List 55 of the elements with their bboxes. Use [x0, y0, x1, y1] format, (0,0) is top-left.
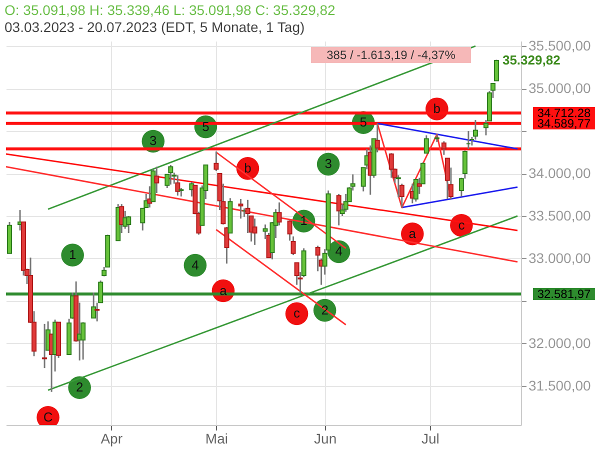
x-tick-label: Jul — [421, 430, 440, 446]
candlestick — [444, 157, 450, 200]
annotation: 35.329,82 — [502, 52, 560, 68]
candlestick — [416, 177, 422, 195]
candlestick — [42, 323, 48, 369]
candlestick — [154, 166, 160, 194]
y-tick-label: 34.000,00 — [528, 165, 591, 182]
candlestick — [168, 164, 174, 186]
annotation: b — [433, 100, 441, 116]
y-tick-label: 33.500,00 — [528, 208, 591, 224]
annotation: b — [244, 160, 252, 176]
candlestick — [472, 119, 478, 140]
x-tick-label: Mai — [205, 430, 228, 446]
y-tick-label: 35.000,00 — [528, 80, 591, 96]
candlestick — [245, 199, 250, 234]
candlestick — [287, 220, 292, 242]
candlestick — [94, 302, 100, 322]
candlestick — [413, 178, 418, 202]
annotation: 2 — [76, 380, 84, 395]
x-tick-label: Jun — [314, 430, 337, 446]
candlestick — [374, 122, 380, 154]
candlestick — [252, 218, 258, 246]
candlestick — [424, 134, 429, 154]
annotation: c — [458, 217, 466, 232]
candlestick — [91, 292, 96, 319]
candlestick — [238, 198, 244, 220]
annotation: 1 — [68, 247, 76, 262]
ref-line-label: 32.581,97 — [537, 287, 592, 301]
annotation: c — [294, 306, 301, 321]
candlestick — [214, 150, 219, 172]
candlestick — [315, 244, 320, 272]
annotation: 3 — [150, 133, 157, 148]
point — [285, 302, 308, 326]
candlestick — [276, 202, 282, 226]
x-tick-label: Apr — [100, 430, 123, 446]
y-tick-label: 33.000,00 — [528, 250, 591, 266]
y-tick-label: 32.000,00 — [528, 334, 591, 351]
annotation: 4 — [335, 244, 342, 259]
annotation: C — [43, 409, 53, 424]
y-tick-label: 31.500,00 — [528, 377, 591, 394]
candlestick — [224, 226, 230, 264]
chart-subtitle: 03.03.2023 - 20.07.2023 (EDT, 5 Monate, 1 Tag) — [4, 19, 305, 36]
chart-title: O: 35.091,98 H: 35.339,46 L: 35.091,98 C: 35.329,82 — [4, 2, 336, 18]
annotation: a — [408, 226, 417, 241]
candlestick — [175, 174, 180, 196]
candlestick — [290, 236, 296, 256]
annotation: 4 — [192, 257, 199, 272]
candlestick — [441, 140, 446, 156]
candlestick — [388, 152, 394, 179]
annotation: 3 — [324, 156, 332, 172]
candlestick — [126, 215, 132, 234]
y-tick-label: 35.500,00 — [528, 38, 591, 54]
candlestick — [262, 224, 268, 240]
annotation: 385 / -1.613,19 / -4,37% — [326, 48, 456, 62]
candlestick — [336, 193, 342, 226]
